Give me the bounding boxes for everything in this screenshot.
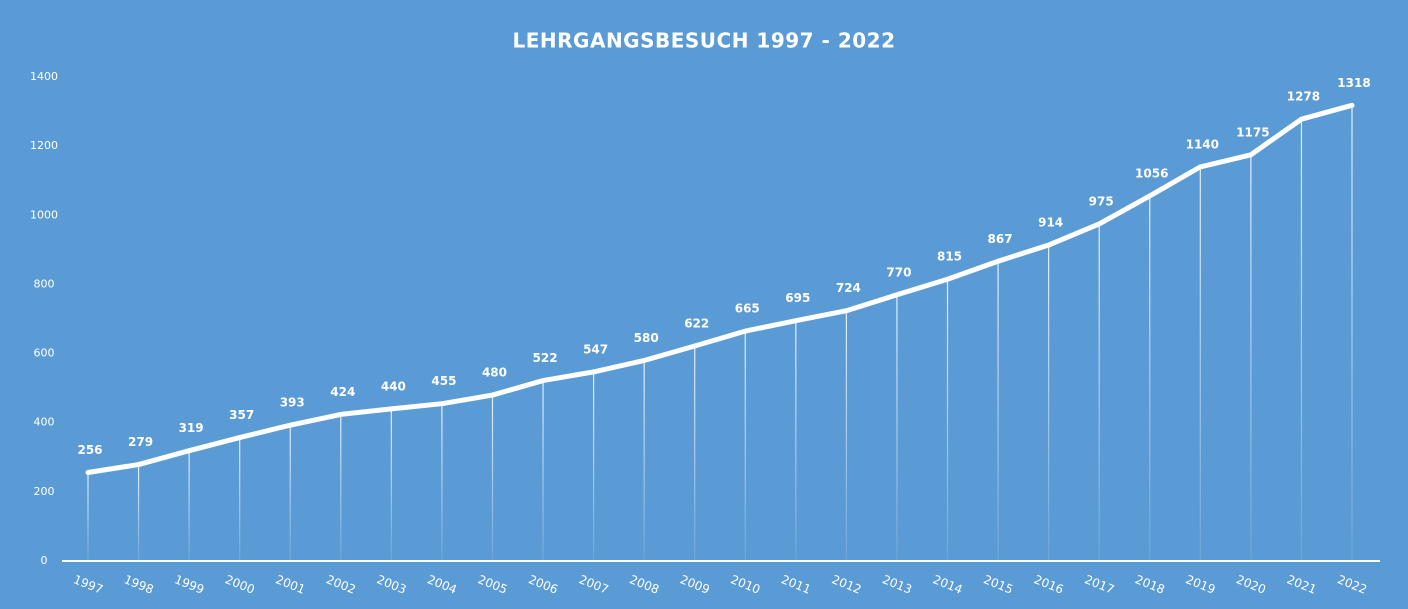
drop-line bbox=[744, 331, 746, 561]
drop-line bbox=[491, 395, 494, 561]
drop-line bbox=[87, 472, 89, 561]
y-tick-label: 600 bbox=[34, 347, 55, 360]
drop-line bbox=[593, 371, 595, 561]
drop-line bbox=[441, 403, 443, 561]
data-label: 1140 bbox=[1186, 137, 1219, 151]
y-tick-label: 800 bbox=[34, 277, 55, 290]
drop-line bbox=[390, 408, 392, 561]
data-label: 424 bbox=[330, 385, 355, 399]
data-label: 1278 bbox=[1287, 90, 1320, 104]
data-label: 975 bbox=[1089, 194, 1114, 208]
drop-line bbox=[946, 279, 949, 561]
data-label: 357 bbox=[229, 408, 254, 422]
y-tick-label: 200 bbox=[34, 485, 55, 498]
drop-line bbox=[1199, 166, 1201, 561]
drop-line bbox=[289, 425, 291, 561]
y-tick-label: 1400 bbox=[30, 70, 58, 83]
data-label: 770 bbox=[886, 265, 911, 279]
y-tick-label: 0 bbox=[41, 554, 48, 567]
data-label: 1318 bbox=[1337, 76, 1370, 90]
drop-line bbox=[795, 320, 797, 561]
drop-line bbox=[1149, 195, 1151, 561]
data-label: 695 bbox=[785, 291, 810, 305]
data-label: 914 bbox=[1038, 216, 1063, 230]
drop-line bbox=[1300, 119, 1303, 562]
drop-line bbox=[896, 294, 898, 561]
data-line bbox=[85, 102, 1355, 475]
drop-line bbox=[1048, 245, 1050, 561]
data-label: 1056 bbox=[1135, 166, 1168, 180]
drop-line bbox=[1098, 223, 1100, 561]
y-tick-label: 1200 bbox=[30, 139, 58, 152]
drop-line bbox=[997, 261, 999, 561]
drop-line bbox=[1351, 105, 1353, 561]
data-label: 522 bbox=[533, 351, 558, 365]
drop-line bbox=[239, 437, 241, 561]
data-label: 279 bbox=[128, 435, 153, 449]
drop-line bbox=[340, 414, 342, 561]
y-tick-label: 1000 bbox=[30, 208, 58, 221]
drop-line bbox=[845, 310, 847, 561]
data-label: 547 bbox=[583, 342, 608, 356]
chart-title: LEHRGANGSBESUCH 1997 - 2022 bbox=[513, 29, 896, 53]
data-label: 1175 bbox=[1236, 125, 1269, 139]
drop-line bbox=[643, 360, 645, 561]
data-label: 622 bbox=[684, 316, 709, 330]
drop-line bbox=[137, 464, 140, 561]
data-label: 455 bbox=[431, 374, 456, 388]
data-label: 580 bbox=[634, 331, 659, 345]
data-label: 319 bbox=[179, 421, 204, 435]
y-tick-label: 400 bbox=[34, 416, 55, 429]
data-label: 665 bbox=[735, 302, 760, 316]
drop-line bbox=[694, 345, 696, 561]
data-label: 815 bbox=[937, 250, 962, 264]
data-label: 393 bbox=[280, 396, 305, 410]
data-label: 440 bbox=[381, 379, 406, 393]
data-label: 256 bbox=[77, 443, 102, 457]
data-label: 480 bbox=[482, 366, 507, 380]
data-label: 867 bbox=[988, 232, 1013, 246]
drop-line bbox=[542, 380, 544, 561]
data-label: 724 bbox=[836, 281, 861, 295]
drop-line bbox=[1250, 154, 1252, 562]
drop-line bbox=[188, 450, 190, 561]
